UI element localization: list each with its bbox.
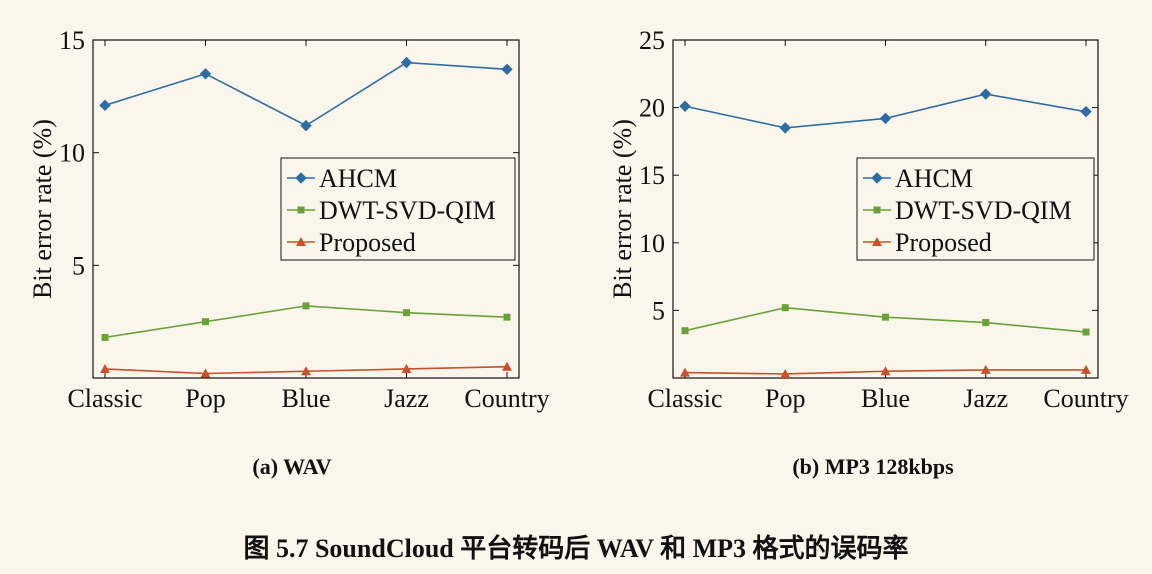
- x-tick-label-country: Country: [464, 384, 549, 413]
- legend-label-ahcm: AHCM: [319, 164, 397, 193]
- figure-caption: 图 5.7 SoundCloud 平台转码后 WAV 和 MP3 格式的误码率: [243, 534, 909, 563]
- legend-box: [856, 157, 1095, 261]
- data-point: [401, 363, 412, 373]
- y-tick-label: 10: [639, 229, 665, 258]
- data-point: [880, 366, 891, 376]
- legend-label-dwt-svd-qim: DWT-SVD-QIM: [319, 196, 496, 225]
- data-point: [679, 100, 691, 112]
- legend-marker: [871, 172, 883, 184]
- legend-label-ahcm: AHCM: [895, 164, 973, 193]
- data-point: [101, 333, 109, 341]
- data-point: [1081, 364, 1091, 374]
- x-tick-label-jazz: Jazz: [384, 384, 429, 413]
- data-point: [403, 309, 410, 317]
- x-tick-label-pop: Pop: [185, 384, 225, 413]
- data-point: [400, 56, 413, 69]
- data-point: [302, 302, 310, 310]
- y-tick-label: 10: [59, 139, 85, 168]
- legend-wav: AHCM DWT-SVD-QIM Proposed: [280, 157, 516, 261]
- y-tick-label: 20: [639, 94, 665, 123]
- data-point: [980, 364, 991, 374]
- series-proposed: [680, 364, 1091, 378]
- subcaption-mp3: (b) MP3 128kbps: [792, 454, 954, 479]
- legend-label-proposed: Proposed: [319, 228, 416, 257]
- data-point: [99, 99, 111, 112]
- y-axis-label: Bit error rate (%): [608, 119, 637, 299]
- data-point: [300, 119, 312, 132]
- data-point: [200, 368, 211, 378]
- x-tick-label-jazz: Jazz: [963, 384, 1008, 413]
- data-point: [780, 368, 791, 378]
- data-point: [882, 313, 889, 321]
- legend-label-proposed: Proposed: [895, 228, 992, 257]
- data-point: [502, 361, 512, 371]
- plot-mp3: 5 10 15 20 25 Classic Pop Blue Jazz Country Bit er…: [608, 26, 1129, 413]
- data-point: [879, 112, 892, 125]
- legend-marker: [873, 206, 881, 214]
- data-point: [681, 327, 689, 335]
- data-point: [680, 367, 690, 377]
- x-tick-label-blue: Blue: [281, 384, 330, 413]
- data-point: [1082, 328, 1090, 336]
- data-point: [779, 122, 791, 134]
- data-point: [301, 366, 311, 376]
- y-tick-label: 15: [639, 161, 665, 190]
- x-tick-label-classic: Classic: [67, 384, 142, 413]
- legend-marker: [295, 172, 307, 184]
- y-tick-label: 5: [652, 296, 665, 325]
- legend-marker: [872, 237, 882, 246]
- legend-marker: [296, 237, 306, 246]
- data-point: [980, 88, 992, 100]
- plot-wav: 5 10 15 Classic Pop Blue Jazz Country Bit error …: [28, 26, 550, 413]
- data-point: [781, 304, 789, 312]
- x-tick-label-classic: Classic: [647, 384, 722, 413]
- y-axis-label: Bit error rate (%): [28, 119, 57, 299]
- legend-marker: [297, 206, 305, 214]
- data-point: [501, 63, 513, 76]
- data-point: [503, 313, 511, 321]
- subcaption-wav: (a) WAV: [252, 454, 332, 479]
- legend-mp3: AHCM DWT-SVD-QIM Proposed: [856, 157, 1095, 261]
- y-tick-label: 25: [639, 26, 665, 55]
- data-point: [199, 68, 212, 80]
- x-tick-label-country: Country: [1043, 384, 1128, 413]
- series-proposed: [100, 361, 512, 378]
- legend-label-dwt-svd-qim: DWT-SVD-QIM: [895, 196, 1072, 225]
- series-dwt-svd-qim: [681, 304, 1090, 336]
- x-tick-label-blue: Blue: [861, 384, 910, 413]
- series-ahcm: [99, 56, 513, 132]
- series-line-ahcm: [104, 61, 508, 127]
- data-point: [982, 319, 990, 327]
- series-dwt-svd-qim: [101, 302, 511, 341]
- x-tick-label-pop: Pop: [765, 384, 805, 413]
- legend-box: [280, 157, 516, 261]
- y-tick-label: 15: [59, 26, 85, 55]
- data-point: [100, 363, 110, 373]
- series-line-dwt-svd-qim: [104, 305, 508, 339]
- series-ahcm: [679, 88, 1092, 134]
- data-point: [202, 318, 209, 326]
- data-point: [1080, 105, 1092, 118]
- y-tick-label: 5: [72, 251, 85, 280]
